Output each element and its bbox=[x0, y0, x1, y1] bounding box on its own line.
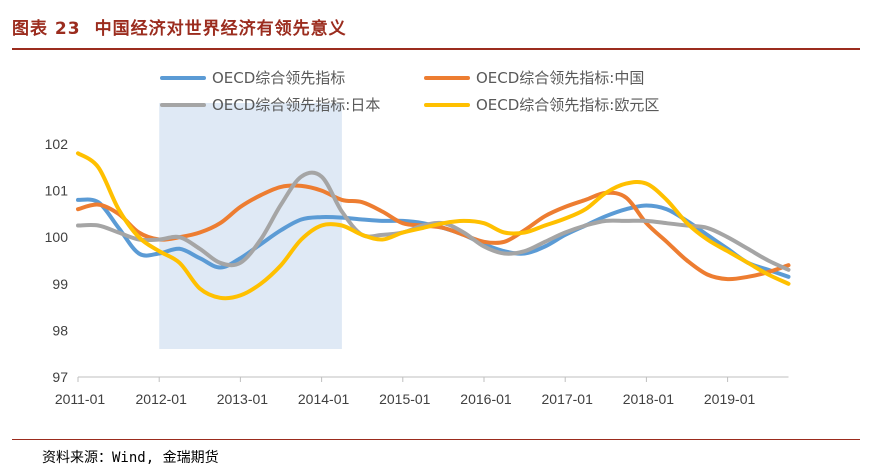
y-tick-label: 97 bbox=[52, 369, 68, 385]
legend-item-china-label: OECD综合领先指标:中国 bbox=[476, 69, 644, 87]
x-tick-label: 2018-01 bbox=[623, 391, 675, 407]
bottom-rule bbox=[12, 439, 860, 440]
axes: 2011-01 2012-01 2013-01 2014-01 2015-01 2016-… bbox=[45, 136, 789, 407]
legend-item-eurozone-label: OECD综合领先指标:欧元区 bbox=[476, 96, 659, 114]
legend: OECD综合领先指标 OECD综合领先指标:中国 OECD综合领先指标:日本 OECD… bbox=[160, 69, 659, 114]
y-tick-label: 98 bbox=[52, 322, 68, 338]
series-line-eurozone bbox=[76, 151, 791, 301]
source-note: 资料来源：Wind, 金瑞期货 bbox=[42, 450, 219, 466]
figure-caption: 中国经济对世界经济有领先意义 bbox=[94, 19, 347, 39]
x-tick-label: 2017-01 bbox=[542, 391, 594, 407]
x-tick-label: 2011-01 bbox=[55, 391, 106, 407]
top-rule bbox=[12, 48, 860, 50]
figure-title: 图表 23 中国经济对世界经济有领先意义 bbox=[12, 14, 361, 39]
x-tick-label: 2014-01 bbox=[298, 391, 350, 407]
legend-item-japan-label: OECD综合领先指标:日本 bbox=[212, 96, 380, 114]
y-tick-label: 102 bbox=[45, 136, 69, 152]
y-tick-label: 100 bbox=[45, 229, 69, 245]
series-lines bbox=[76, 151, 791, 301]
highlight-region bbox=[159, 103, 342, 349]
x-tick-label: 2012-01 bbox=[136, 391, 188, 407]
y-tick-label: 99 bbox=[52, 276, 68, 292]
x-tick-label: 2019-01 bbox=[704, 391, 756, 407]
series-line-japan bbox=[76, 170, 791, 272]
x-tick-label: 2013-01 bbox=[217, 391, 269, 407]
figure-number: 图表 23 bbox=[12, 19, 81, 39]
y-tick-label: 101 bbox=[45, 183, 69, 199]
x-tick-label: 2015-01 bbox=[379, 391, 431, 407]
legend-item-oecd-label: OECD综合领先指标 bbox=[212, 69, 345, 87]
x-tick-label: 2016-01 bbox=[460, 391, 512, 407]
